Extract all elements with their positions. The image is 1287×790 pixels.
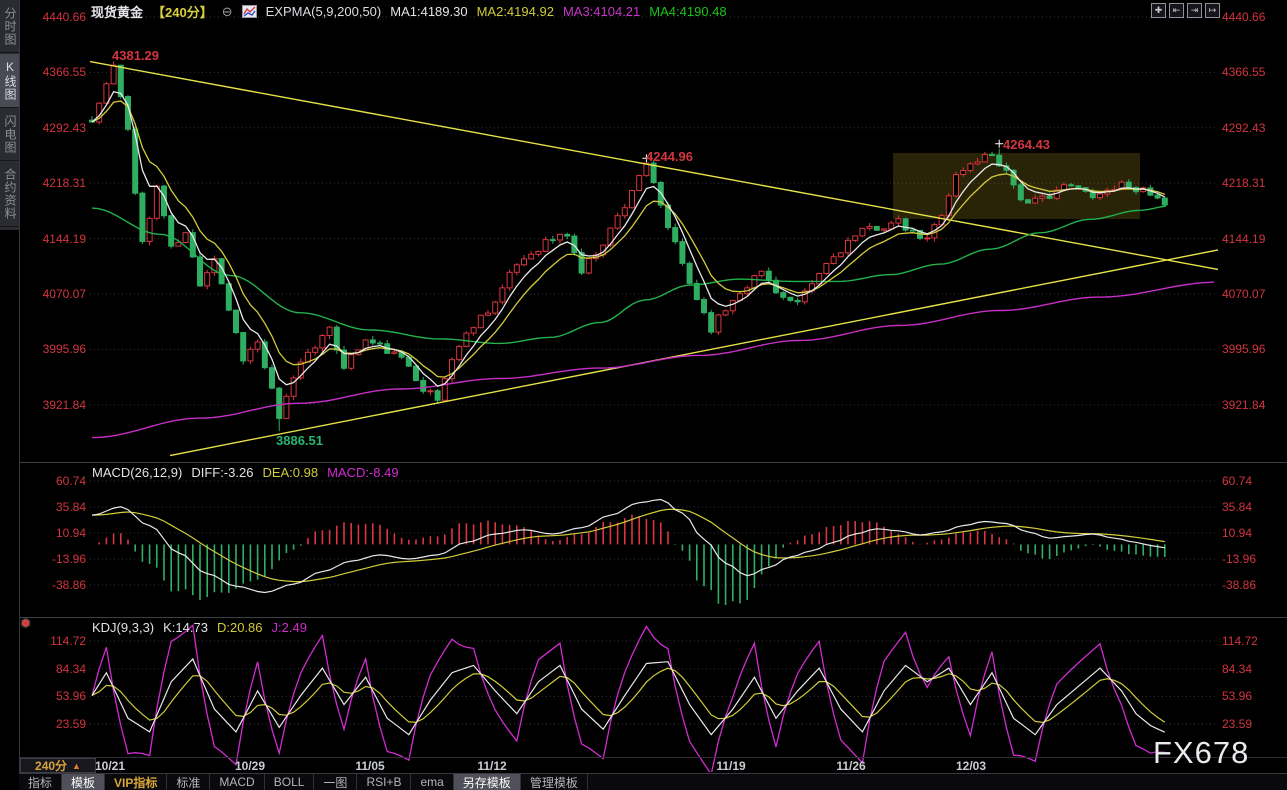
sidebar-tabs: 分时图 K线图 闪电图 合约资料 [0,0,19,230]
toolbar-button-指标[interactable]: 指标 [19,774,63,790]
ma3-value: MA3:4104.21 [562,3,641,19]
xaxis-date-label: 11/26 [836,759,866,773]
macd-tick-label: 60.74 [55,474,86,488]
macd-macd-value: MACD:-8.49 [327,465,399,480]
macd-diff-value: DIFF:-3.26 [191,465,254,480]
indicator-name: EXPMA(5,9,200,50) [265,3,382,19]
macd-tick-label: 35.84 [55,500,86,514]
sidebar-tab-分时图[interactable]: 分时图 [0,1,19,53]
period-selector[interactable]: 240分 ▲ [20,758,96,773]
price-tick-label: 3995.96 [42,342,86,357]
toolbar-button-ema[interactable]: ema [411,774,454,790]
indicator-chart-icon [241,4,257,18]
toolbar-button-一图[interactable]: 一图 [314,774,358,790]
price-tick-label: 4440.66 [1222,10,1266,24]
price-annotation: 4264.43 [1003,137,1050,152]
price-tick-label: 3921.84 [42,397,86,412]
macd-tick-label: -13.96 [1222,552,1257,566]
kdj-tick-label: 84.34 [55,661,86,676]
period-title: 【240分】 [152,4,213,20]
bottom-toolbar: 指标 模板 VIP指标 标准 MACD BOLL 一图 RSI+B ema 另存模板 管理模板 [19,773,1287,790]
kdj-tick-label: 114.72 [1222,634,1258,648]
macd-tick-label: 10.94 [1222,526,1253,540]
kdj-tick-label: 23.59 [55,717,86,732]
kdj-tick-label: 53.96 [55,689,86,704]
macd-tick-label: 60.74 [1222,474,1253,488]
price-tick-label: 4144.19 [42,231,86,246]
price-tick-label: 4292.43 [42,120,86,135]
compress-right-icon[interactable]: ⇥ [1187,3,1202,18]
xaxis-date-label: 10/21 [94,759,126,773]
price-annotation: 3886.51 [276,433,323,448]
kdj-tick-label: 114.72 [50,634,86,648]
watermark: FX678 [1153,735,1250,770]
toolbar-button-模板[interactable]: 模板 [62,774,106,790]
period-selector-label: 240分 [35,759,68,773]
toolbar-button-管理模板[interactable]: 管理模板 [521,774,588,790]
ma2-value: MA2:4194.92 [476,3,554,19]
chart-header: 现货黄金 【240分】 ⊖ EXPMA(5,9,200,50) MA1:4189… [91,3,727,20]
macd-tick-label: 10.94 [55,526,86,540]
alarm-icon[interactable]: ✱ [21,618,31,630]
macd-tick-label: -13.96 [51,552,86,566]
compress-left-icon[interactable]: ⇤ [1169,3,1184,18]
price-tick-label: 4070.07 [42,287,86,301]
symbol-title: 现货黄金 [91,4,144,20]
pan-icon[interactable]: ✚ [1151,3,1166,18]
price-tick-label: 4366.55 [42,65,86,80]
xaxis-date-label: 10/29 [234,759,266,773]
price-tick-label: 4144.19 [1222,231,1266,246]
sidebar-tab-合约资料[interactable]: 合约资料 [0,162,19,227]
sidebar-tab-K线图[interactable]: K线图 [0,54,19,108]
ma1-value: MA1:4189.30 [390,3,468,19]
macd-tick-label: -38.86 [1222,578,1257,592]
sidebar-tab-闪电图[interactable]: 闪电图 [0,109,19,161]
price-tick-label: 4218.31 [1222,176,1266,191]
price-tick-label: 3921.84 [1222,397,1266,412]
kdj-tick-label: 53.96 [1222,689,1253,704]
kdj-d-value: D:20.86 [216,620,263,635]
macd-dea-value: DEA:0.98 [262,465,319,480]
toolbar-button-MACD[interactable]: MACD [210,774,265,790]
price-tick-label: 3995.96 [1222,342,1266,357]
sidebar: 分时图 K线图 闪电图 合约资料 [0,0,20,790]
toolbar-button-VIP指标[interactable]: VIP指标 [105,774,168,790]
price-tick-label: 4366.55 [1222,65,1266,80]
price-tick-label: 4070.07 [1222,287,1266,301]
expand-right-icon[interactable]: ↦ [1205,3,1220,18]
toolbar-button-另存模板[interactable]: 另存模板 [453,774,521,790]
kdj-title: KDJ(9,3,3) [92,620,155,635]
price-tick-label: 4218.31 [42,176,86,191]
xaxis-date-label: 11/12 [477,759,507,773]
kdj-header: KDJ(9,3,3) K:14.73 D:20.86 J:2.49 [92,620,307,635]
period-arrow-icon: ▲ [72,760,81,771]
ma4-value: MA4:4190.48 [649,3,727,19]
price-tick-label: 4292.43 [1222,120,1266,135]
macd-header: MACD(26,12,9) DIFF:-3.26 DEA:0.98 MACD:-… [92,465,399,480]
kdj-k-value: K:14.73 [163,620,208,635]
price-annotation: 4244.96 [646,149,693,164]
macd-tick-label: 35.84 [1222,500,1253,514]
xaxis-row [19,757,1287,773]
macd-tick-label: -38.86 [51,578,86,592]
xaxis-date-label: 11/05 [355,759,385,773]
price-annotation: 4381.29 [112,48,159,63]
toolbar-button-BOLL[interactable]: BOLL [265,774,315,790]
toolbar-button-标准[interactable]: 标准 [167,774,211,790]
xaxis-date-label: 12/03 [955,759,987,773]
window-controls: ✚ ⇤ ⇥ ↦ [1151,3,1220,18]
kdj-j-value: J:2.49 [271,620,307,635]
price-tick-label: 4440.66 [42,10,86,24]
chart-canvas[interactable] [0,0,1287,772]
kdj-tick-label: 84.34 [1222,661,1253,676]
collapse-icon[interactable]: ⊖ [221,3,233,19]
xaxis-date-label: 11/19 [716,759,746,773]
macd-title: MACD(26,12,9) [92,465,183,480]
toolbar-button-RSI+B[interactable]: RSI+B [357,774,412,790]
kdj-tick-label: 23.59 [1222,717,1253,732]
